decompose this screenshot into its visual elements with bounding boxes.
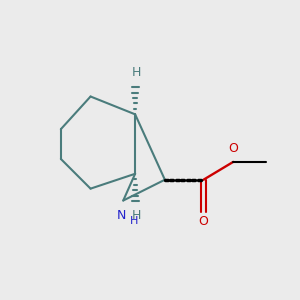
Text: H: H [130,216,139,226]
Text: O: O [228,142,238,155]
Text: N: N [117,209,127,222]
Text: H: H [132,66,141,79]
Text: H: H [132,209,141,222]
Text: O: O [199,215,208,228]
